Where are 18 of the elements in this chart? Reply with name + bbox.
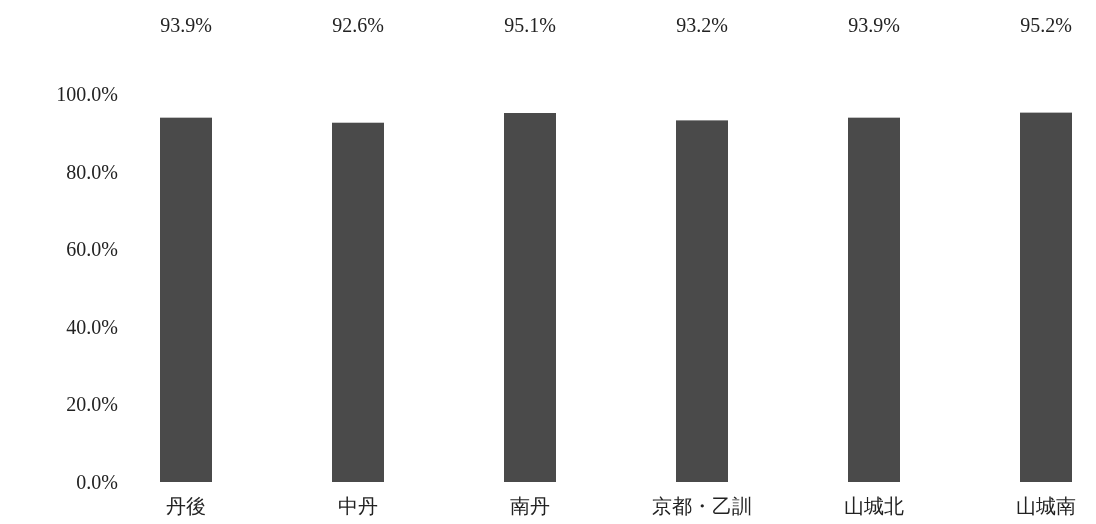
data-label: 93.2% bbox=[676, 14, 728, 36]
x-tick-label: 山城北 bbox=[844, 495, 904, 517]
data-label: 93.9% bbox=[160, 14, 212, 36]
y-tick-label: 0.0% bbox=[76, 471, 118, 493]
x-tick-label: 京都・乙訓 bbox=[652, 495, 752, 517]
y-tick-label: 100.0% bbox=[56, 83, 118, 105]
y-tick-label: 80.0% bbox=[66, 160, 118, 183]
x-tick-label: 丹後 bbox=[166, 495, 206, 517]
x-tick-label: 山城南 bbox=[1016, 495, 1076, 517]
y-tick-label: 20.0% bbox=[66, 393, 118, 416]
data-label: 95.2% bbox=[1020, 14, 1072, 36]
x-tick-label: 中丹 bbox=[338, 495, 378, 517]
data-label: 95.1% bbox=[504, 14, 556, 36]
x-tick-label: 南丹 bbox=[510, 495, 550, 517]
y-tick-label: 60.0% bbox=[66, 238, 118, 261]
y-tick-label: 40.0% bbox=[66, 315, 118, 338]
data-label: 92.6% bbox=[332, 14, 384, 36]
data-label: 93.9% bbox=[848, 14, 900, 36]
